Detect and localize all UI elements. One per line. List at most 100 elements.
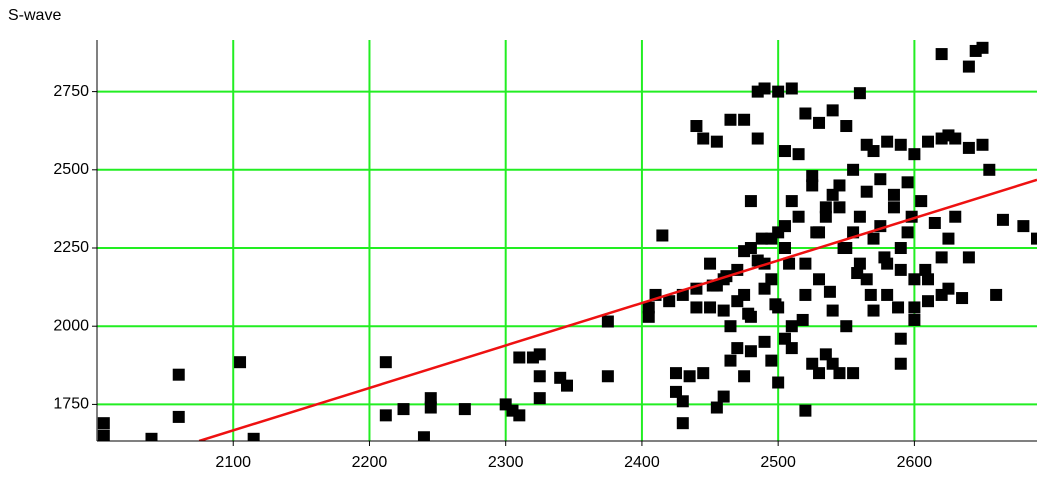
point	[881, 288, 894, 301]
point	[669, 367, 682, 380]
point	[867, 232, 880, 245]
point	[97, 429, 110, 441]
point	[234, 356, 247, 369]
point	[424, 392, 437, 405]
point	[833, 179, 846, 192]
point	[765, 354, 778, 367]
point	[942, 232, 955, 245]
point	[731, 342, 744, 355]
point	[785, 195, 798, 208]
point	[533, 370, 546, 383]
point	[690, 120, 703, 133]
axes: 2100 2200 2300 2400 2500 2600 1750 2000 2250 2500…	[53, 40, 1037, 471]
point	[962, 251, 975, 264]
point	[813, 273, 826, 286]
point	[778, 332, 791, 345]
point	[826, 304, 839, 317]
point	[806, 357, 819, 370]
point	[785, 342, 798, 355]
point	[710, 135, 723, 148]
point	[851, 267, 864, 280]
point	[908, 301, 921, 314]
point	[922, 295, 935, 308]
point	[901, 226, 914, 239]
point	[962, 141, 975, 154]
point	[458, 403, 471, 416]
point	[976, 41, 989, 54]
point	[853, 257, 866, 270]
point	[810, 226, 823, 239]
point	[424, 401, 437, 414]
point	[717, 304, 730, 317]
point	[908, 313, 921, 326]
point	[819, 210, 832, 223]
y-tick-label: 2250	[53, 239, 89, 256]
point	[642, 310, 655, 323]
point	[826, 104, 839, 117]
point	[915, 195, 928, 208]
point	[806, 170, 819, 183]
point	[379, 409, 392, 422]
point	[676, 395, 689, 408]
point	[783, 257, 796, 270]
point	[724, 113, 737, 126]
point	[860, 273, 873, 286]
point	[663, 295, 676, 308]
point	[97, 417, 110, 430]
point	[772, 376, 785, 389]
point	[860, 185, 873, 198]
point	[758, 82, 771, 95]
point	[901, 176, 914, 189]
point	[717, 390, 730, 403]
point	[724, 320, 737, 333]
point	[758, 282, 771, 295]
y-axis-label: S-wave	[8, 7, 61, 24]
point	[1031, 232, 1037, 245]
point	[669, 385, 682, 398]
y-tick-label: 1750	[53, 396, 89, 413]
point	[533, 392, 546, 405]
point	[513, 409, 526, 422]
x-tick-label: 2500	[760, 454, 796, 471]
point	[704, 257, 717, 270]
point	[785, 320, 798, 333]
point	[878, 251, 891, 264]
point	[772, 85, 785, 98]
point	[942, 282, 955, 295]
point	[778, 220, 791, 233]
regression-line	[198, 178, 1037, 441]
point	[683, 370, 696, 383]
x-tick-label: 2600	[897, 454, 933, 471]
point	[656, 229, 669, 242]
point	[956, 292, 969, 305]
point	[704, 301, 717, 314]
point	[919, 263, 932, 276]
point	[778, 145, 791, 158]
y-tick-label: 2000	[53, 317, 89, 334]
point	[751, 132, 764, 145]
point	[887, 188, 900, 201]
point	[533, 348, 546, 361]
plot-area	[97, 41, 1037, 441]
point	[724, 354, 737, 367]
point	[513, 351, 526, 364]
point	[417, 431, 430, 441]
point	[765, 273, 778, 286]
point	[806, 179, 819, 192]
point	[867, 145, 880, 158]
point	[738, 113, 751, 126]
point	[601, 370, 614, 383]
point	[744, 345, 757, 358]
point	[765, 232, 778, 245]
point	[823, 285, 836, 298]
point	[697, 132, 710, 145]
point	[738, 370, 751, 383]
point	[867, 304, 880, 317]
point	[908, 273, 921, 286]
point	[742, 307, 755, 320]
point	[996, 213, 1009, 226]
point	[908, 148, 921, 161]
point	[894, 357, 907, 370]
